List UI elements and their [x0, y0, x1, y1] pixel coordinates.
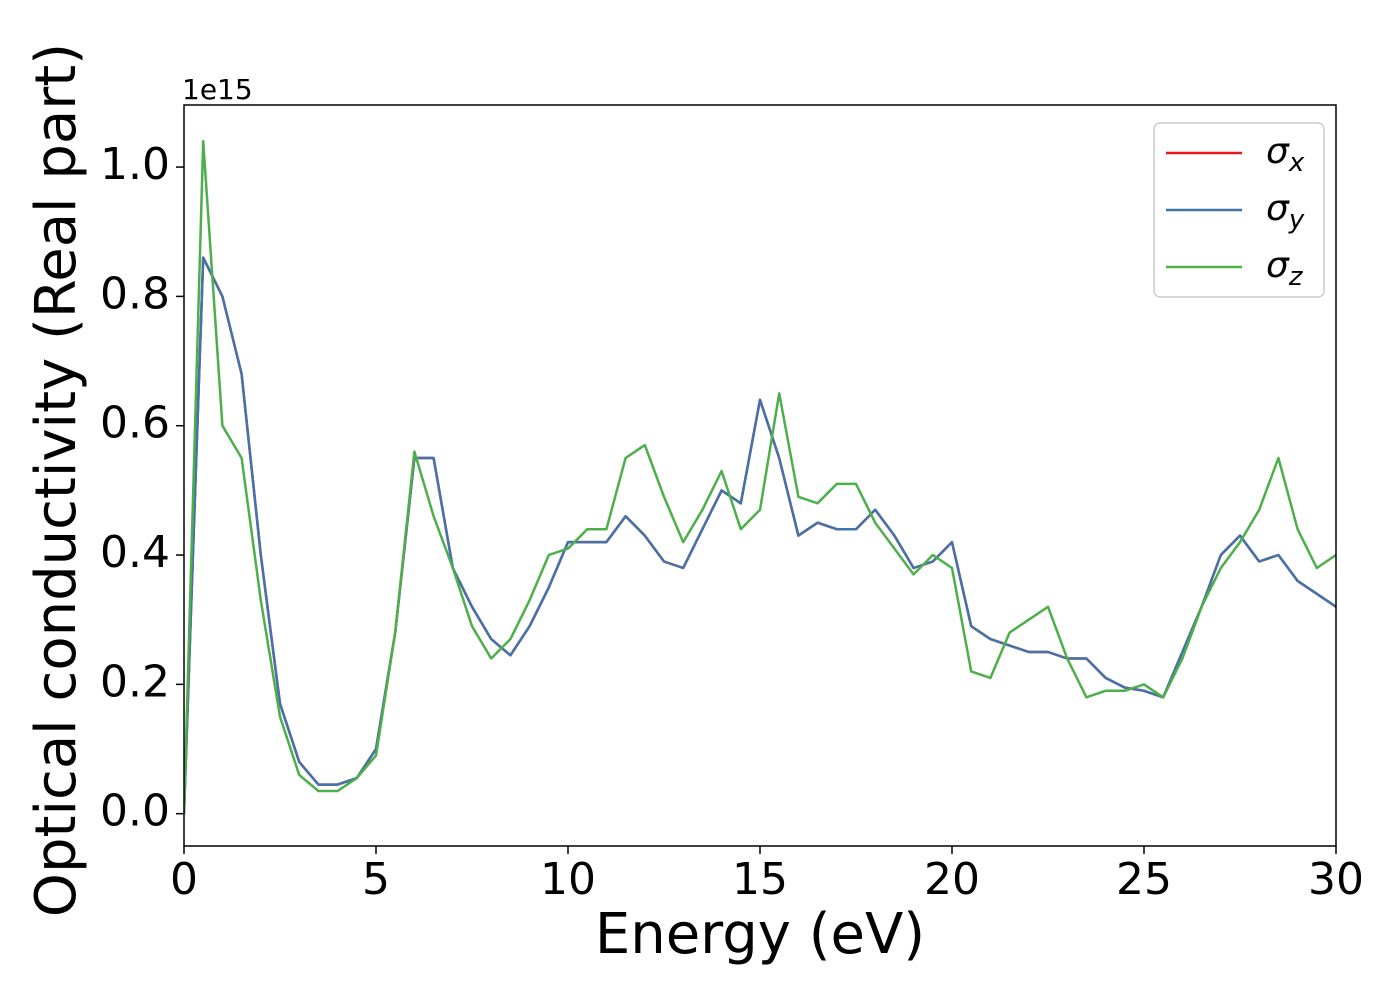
- x-tick-label: 25: [1116, 854, 1172, 905]
- legend-label: σy: [1266, 188, 1305, 235]
- x-axis-label: Energy (eV): [595, 902, 925, 967]
- y-tick-label: 0.6: [100, 398, 170, 449]
- x-tick-label: 20: [924, 854, 980, 905]
- plot-frame: [183, 104, 1337, 847]
- y-tick-label: 0.8: [100, 268, 170, 319]
- y-offset-label: 1e15: [182, 73, 253, 106]
- x-tick-label: 10: [540, 854, 596, 905]
- y-tick-label: 1.0: [100, 139, 170, 190]
- series-line: [184, 139, 1336, 814]
- x-tick-label: 30: [1308, 854, 1364, 905]
- y-tick-label: 0.2: [100, 656, 170, 707]
- legend-label: σz: [1266, 245, 1304, 292]
- y-tick-label: 0.4: [100, 527, 170, 578]
- x-tick-label: 15: [732, 854, 788, 905]
- x-tick-label: 5: [362, 854, 390, 905]
- x-tick-label: 0: [170, 854, 198, 905]
- legend-label: σx: [1266, 131, 1305, 178]
- y-tick-label: 0.0: [100, 786, 170, 837]
- series-line: [184, 256, 1336, 814]
- y-axis-label: Optical conductivity (Real part): [24, 43, 89, 917]
- series-line: [184, 256, 1336, 814]
